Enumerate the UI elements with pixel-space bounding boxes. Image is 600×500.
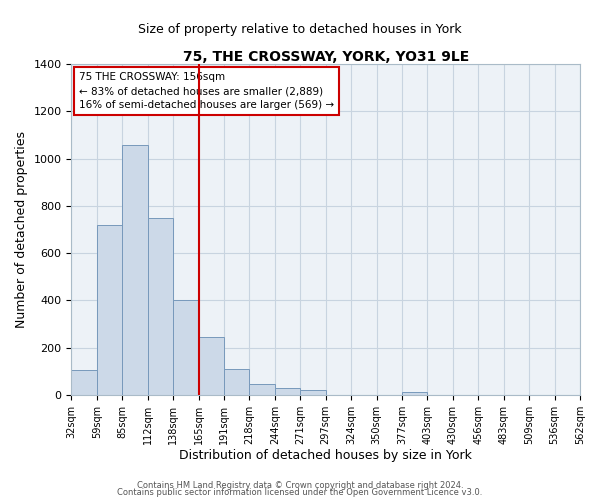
Bar xyxy=(71,370,97,395)
Text: 75 THE CROSSWAY: 156sqm
← 83% of detached houses are smaller (2,889)
16% of semi: 75 THE CROSSWAY: 156sqm ← 83% of detache… xyxy=(79,72,334,110)
Y-axis label: Number of detached properties: Number of detached properties xyxy=(15,131,28,328)
Bar xyxy=(402,392,427,395)
Bar xyxy=(250,384,275,395)
Bar xyxy=(122,145,148,395)
Bar xyxy=(275,388,300,395)
Bar xyxy=(199,338,224,395)
Bar xyxy=(224,369,250,395)
Text: Size of property relative to detached houses in York: Size of property relative to detached ho… xyxy=(138,22,462,36)
Bar xyxy=(97,224,122,395)
X-axis label: Distribution of detached houses by size in York: Distribution of detached houses by size … xyxy=(179,450,472,462)
Bar xyxy=(148,218,173,395)
Text: Contains HM Land Registry data © Crown copyright and database right 2024.: Contains HM Land Registry data © Crown c… xyxy=(137,480,463,490)
Text: Contains public sector information licensed under the Open Government Licence v3: Contains public sector information licen… xyxy=(118,488,482,497)
Bar xyxy=(173,300,199,395)
Bar xyxy=(300,390,326,395)
Title: 75, THE CROSSWAY, YORK, YO31 9LE: 75, THE CROSSWAY, YORK, YO31 9LE xyxy=(182,50,469,64)
